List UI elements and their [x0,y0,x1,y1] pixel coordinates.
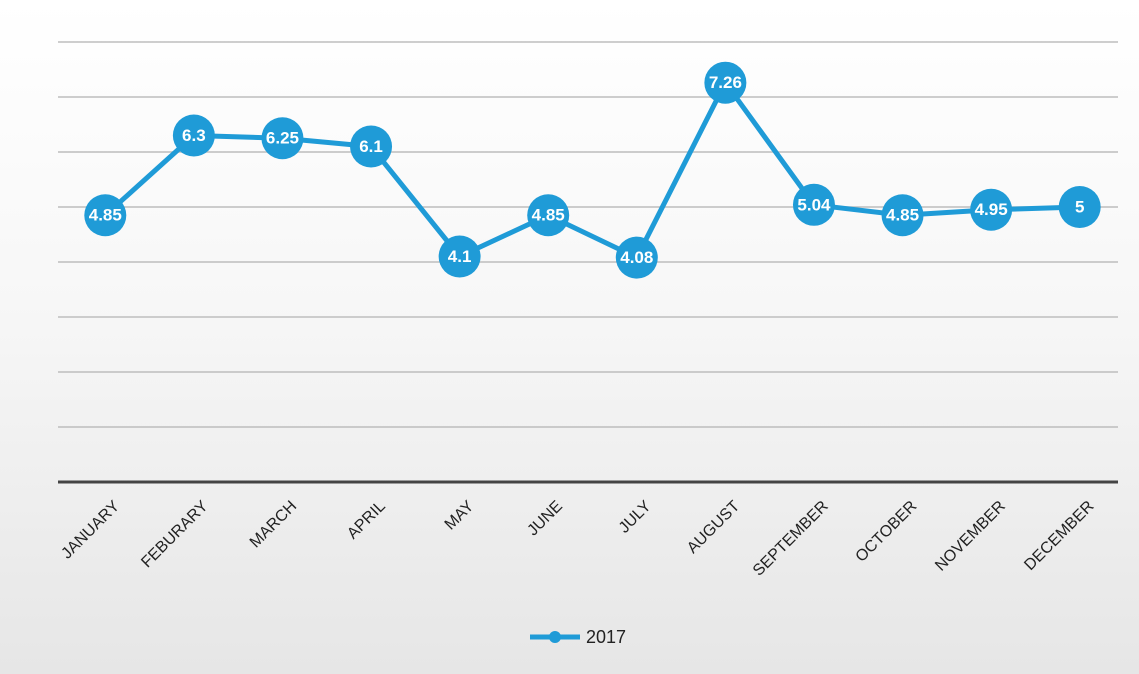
data-label: 7.26 [709,73,742,92]
data-label: 6.3 [182,126,206,145]
marker [615,236,658,279]
data-label: 4.08 [620,248,653,267]
marker [527,194,570,237]
data-label: 6.25 [266,129,299,148]
marker [350,125,393,168]
data-label: 4.95 [975,200,1008,219]
marker [261,117,304,160]
data-label: 4.85 [89,206,122,225]
marker [1058,186,1101,228]
marker [792,183,835,226]
data-label: 4.85 [532,206,565,225]
data-label: 4.1 [448,247,472,266]
legend-marker [549,631,561,643]
data-label: 6.1 [359,137,383,156]
marker [172,114,215,157]
marker [970,188,1013,231]
data-label: 5.04 [797,195,831,214]
legend-label: 2017 [586,627,626,647]
data-label: 4.85 [886,206,919,225]
marker [84,194,127,237]
marker [881,194,924,237]
data-label: 5 [1075,197,1084,216]
marker [704,61,747,104]
marker [438,235,481,278]
